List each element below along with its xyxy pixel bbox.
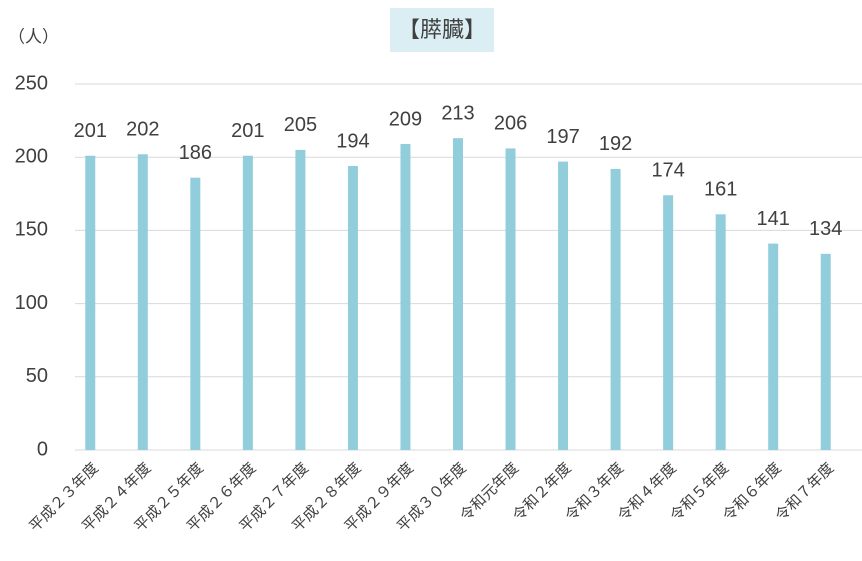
bar <box>505 148 516 450</box>
data-label: 209 <box>389 108 422 130</box>
y-tick-label: 50 <box>26 365 48 387</box>
bar <box>715 214 726 450</box>
bar <box>242 155 253 450</box>
title-box <box>390 8 494 52</box>
y-tick-label: 0 <box>37 438 48 460</box>
bar <box>137 154 148 450</box>
bar <box>190 177 201 451</box>
y-axis-label: （人） <box>8 27 59 46</box>
data-label: 202 <box>126 119 159 141</box>
chart-title: 【膵臓】 <box>398 17 486 42</box>
data-label: 194 <box>336 130 369 152</box>
y-tick-label: 200 <box>15 145 48 167</box>
data-label: 134 <box>809 218 842 240</box>
y-tick-label: 150 <box>15 219 48 241</box>
bar <box>295 149 306 450</box>
data-label: 201 <box>74 120 107 142</box>
bar <box>400 144 411 451</box>
y-tick-label: 100 <box>15 292 48 314</box>
data-label: 206 <box>494 113 527 135</box>
bar <box>453 138 463 450</box>
bar <box>820 253 831 450</box>
data-label: 161 <box>704 179 737 201</box>
data-label: 174 <box>651 160 684 182</box>
data-label: 197 <box>546 126 579 148</box>
bar <box>663 195 674 450</box>
data-label: 141 <box>757 208 790 230</box>
y-tick-label: 250 <box>15 72 48 94</box>
data-label: 186 <box>179 142 212 164</box>
data-label: 205 <box>284 114 317 136</box>
bar <box>85 155 96 450</box>
bar <box>347 165 358 450</box>
bar <box>768 243 779 450</box>
data-label: 192 <box>599 133 632 155</box>
data-label: 201 <box>231 120 264 142</box>
bar <box>610 168 621 451</box>
bar <box>558 161 569 451</box>
data-label: 213 <box>441 102 474 124</box>
